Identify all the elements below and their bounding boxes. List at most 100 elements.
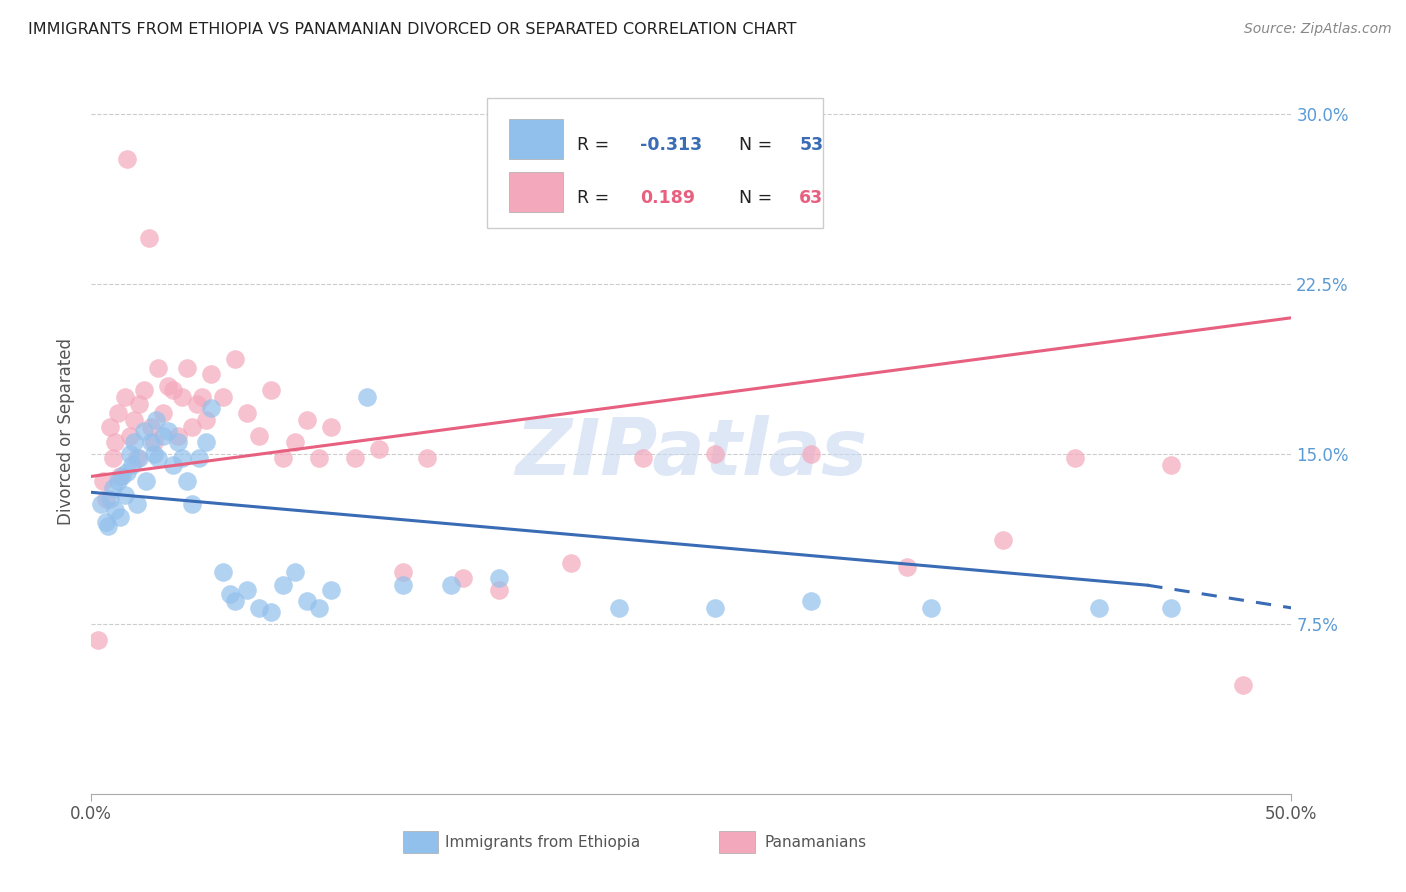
Point (115, 465, 138, 479)
Point (356, 390, 378, 404)
Point (148, 360, 170, 375)
Point (104, 503, 127, 517)
Point (1064, 451, 1087, 466)
Point (176, 360, 198, 375)
Point (162, 384, 184, 398)
Point (172, 390, 194, 404)
Text: R =: R = (578, 188, 620, 207)
Point (1353, 678, 1375, 692)
Point (142, 447, 165, 461)
Point (392, 578, 415, 592)
Point (172, 451, 194, 466)
Point (219, 587, 242, 601)
Point (162, 458, 184, 472)
Point (125, 451, 148, 466)
Point (1160, 600, 1182, 615)
Point (135, 474, 157, 488)
Point (145, 413, 167, 427)
Point (188, 451, 211, 466)
Point (152, 406, 174, 420)
Point (236, 406, 259, 420)
Text: N =: N = (740, 188, 778, 207)
Point (132, 384, 155, 398)
Point (94, 492, 117, 507)
Text: 0.189: 0.189 (640, 188, 695, 207)
Point (295, 413, 318, 427)
FancyBboxPatch shape (509, 120, 562, 159)
Point (94, 515, 117, 529)
Point (98, 419, 121, 434)
Point (90, 497, 112, 511)
Point (308, 451, 330, 466)
Point (212, 565, 235, 579)
Point (993, 533, 1015, 547)
Point (236, 582, 259, 597)
Point (1160, 458, 1182, 472)
Point (114, 487, 136, 501)
Point (271, 451, 294, 466)
Point (200, 368, 222, 382)
Point (195, 413, 218, 427)
Point (156, 378, 179, 392)
Point (295, 594, 318, 608)
Point (128, 397, 150, 411)
Point (704, 600, 727, 615)
Point (451, 571, 474, 585)
Point (392, 565, 415, 579)
Point (488, 571, 510, 585)
Text: ZIPatlas: ZIPatlas (515, 415, 868, 491)
Point (440, 578, 463, 592)
Text: R =: R = (578, 136, 614, 153)
Point (1232, 678, 1254, 692)
Point (920, 600, 942, 615)
Point (125, 497, 148, 511)
Point (321, 419, 343, 434)
Point (107, 474, 129, 488)
Point (138, 231, 160, 245)
Point (166, 435, 188, 450)
Text: N =: N = (740, 136, 778, 153)
Point (115, 152, 138, 166)
Point (344, 451, 367, 466)
Point (260, 384, 283, 398)
Text: Panamanians: Panamanians (765, 835, 866, 850)
Point (98, 492, 121, 507)
Point (224, 351, 246, 366)
Point (132, 424, 155, 438)
Y-axis label: Divorced or Separated: Divorced or Separated (58, 337, 75, 524)
Point (124, 435, 146, 450)
Point (141, 419, 163, 434)
Point (118, 447, 141, 461)
Point (176, 474, 198, 488)
Point (368, 442, 391, 457)
Point (107, 406, 129, 420)
Point (190, 390, 212, 404)
Point (97, 519, 120, 533)
Text: IMMIGRANTS FROM ETHIOPIA VS PANAMANIAN DIVORCED OR SEPARATED CORRELATION CHART: IMMIGRANTS FROM ETHIOPIA VS PANAMANIAN D… (28, 22, 797, 37)
Point (260, 606, 283, 620)
Point (186, 397, 208, 411)
Point (108, 510, 131, 524)
Point (128, 451, 150, 466)
Point (108, 469, 131, 483)
Point (704, 447, 727, 461)
Point (800, 594, 823, 608)
Text: Immigrants from Ethiopia: Immigrants from Ethiopia (446, 835, 641, 850)
Point (607, 600, 630, 615)
Point (114, 390, 136, 404)
Point (800, 447, 823, 461)
Point (181, 497, 204, 511)
Point (91, 474, 114, 488)
Point (1388, 696, 1406, 710)
Point (104, 435, 127, 450)
Point (631, 451, 654, 466)
FancyBboxPatch shape (488, 97, 824, 228)
Point (101, 451, 124, 466)
Point (488, 582, 510, 597)
Point (284, 565, 307, 579)
Point (142, 435, 165, 450)
Point (1305, 719, 1327, 733)
Point (166, 428, 188, 442)
Point (416, 451, 439, 466)
Point (321, 582, 343, 597)
